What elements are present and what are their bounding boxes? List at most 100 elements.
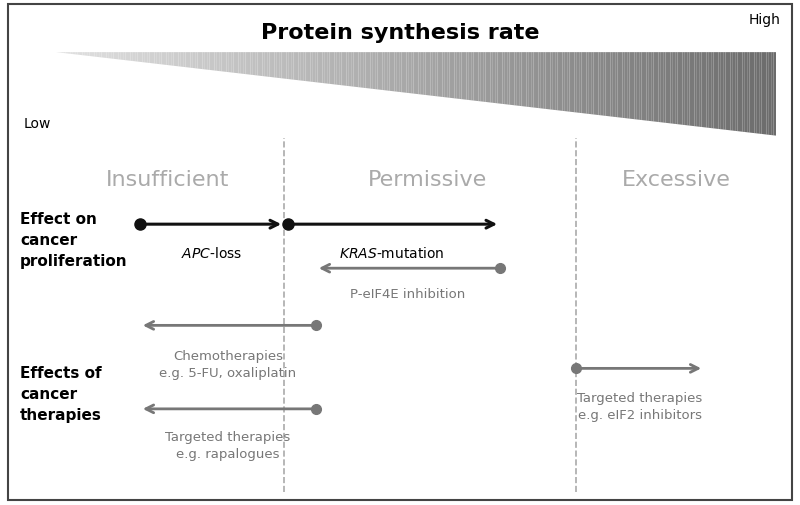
Polygon shape: [702, 53, 704, 128]
Polygon shape: [706, 53, 709, 129]
Polygon shape: [757, 53, 759, 134]
Polygon shape: [558, 53, 560, 111]
Polygon shape: [236, 53, 238, 74]
Polygon shape: [224, 53, 226, 73]
Polygon shape: [349, 53, 351, 87]
Polygon shape: [560, 53, 562, 112]
Polygon shape: [502, 53, 505, 105]
Polygon shape: [399, 53, 402, 93]
Polygon shape: [380, 53, 382, 91]
Polygon shape: [774, 53, 776, 136]
Polygon shape: [330, 53, 332, 85]
Polygon shape: [572, 53, 574, 113]
Polygon shape: [250, 53, 253, 76]
Polygon shape: [654, 53, 656, 122]
Polygon shape: [651, 53, 654, 122]
Text: Targeted therapies
e.g. eIF2 inhibitors: Targeted therapies e.g. eIF2 inhibitors: [578, 391, 702, 421]
Polygon shape: [344, 53, 346, 87]
Polygon shape: [286, 53, 289, 80]
Polygon shape: [284, 53, 286, 80]
Polygon shape: [231, 53, 234, 74]
Polygon shape: [325, 53, 327, 84]
Polygon shape: [471, 53, 474, 102]
Polygon shape: [440, 53, 442, 98]
Polygon shape: [512, 53, 514, 106]
Polygon shape: [421, 53, 423, 95]
Polygon shape: [128, 53, 130, 62]
Polygon shape: [265, 53, 267, 77]
Polygon shape: [123, 53, 126, 61]
Polygon shape: [418, 53, 421, 95]
Polygon shape: [589, 53, 591, 115]
Text: Effect on
cancer
proliferation: Effect on cancer proliferation: [20, 212, 128, 268]
Polygon shape: [726, 53, 728, 131]
Text: Insufficient: Insufficient: [106, 169, 230, 189]
Text: Effects of
cancer
therapies: Effects of cancer therapies: [20, 366, 102, 422]
Polygon shape: [490, 53, 493, 104]
Polygon shape: [505, 53, 507, 105]
Polygon shape: [392, 53, 394, 92]
Polygon shape: [219, 53, 222, 72]
Polygon shape: [63, 53, 66, 54]
Text: Excessive: Excessive: [622, 169, 730, 189]
Polygon shape: [92, 53, 94, 58]
Polygon shape: [298, 53, 301, 81]
Text: Protein synthesis rate: Protein synthesis rate: [261, 23, 539, 43]
Polygon shape: [685, 53, 687, 126]
Polygon shape: [759, 53, 762, 135]
Polygon shape: [769, 53, 771, 136]
Polygon shape: [166, 53, 169, 66]
Polygon shape: [469, 53, 471, 101]
Polygon shape: [447, 53, 450, 98]
Polygon shape: [402, 53, 404, 93]
Polygon shape: [752, 53, 754, 134]
Polygon shape: [308, 53, 310, 82]
Polygon shape: [75, 53, 78, 56]
Polygon shape: [673, 53, 675, 125]
Polygon shape: [99, 53, 102, 58]
Polygon shape: [692, 53, 694, 127]
Text: Chemotherapies
e.g. 5-FU, oxaliplatin: Chemotherapies e.g. 5-FU, oxaliplatin: [159, 349, 297, 379]
Polygon shape: [73, 53, 75, 55]
Polygon shape: [632, 53, 634, 120]
Polygon shape: [519, 53, 522, 107]
Polygon shape: [229, 53, 231, 73]
Polygon shape: [150, 53, 152, 64]
Polygon shape: [366, 53, 368, 89]
Polygon shape: [140, 53, 142, 63]
Polygon shape: [303, 53, 306, 82]
Polygon shape: [481, 53, 483, 103]
Polygon shape: [735, 53, 738, 132]
Polygon shape: [255, 53, 258, 76]
Polygon shape: [668, 53, 670, 124]
Text: Targeted therapies
e.g. rapalogues: Targeted therapies e.g. rapalogues: [166, 430, 290, 460]
Polygon shape: [598, 53, 601, 116]
Polygon shape: [164, 53, 166, 66]
Polygon shape: [730, 53, 733, 131]
Polygon shape: [733, 53, 735, 132]
Polygon shape: [214, 53, 217, 72]
Polygon shape: [579, 53, 582, 114]
Polygon shape: [634, 53, 637, 120]
Polygon shape: [61, 53, 63, 54]
Text: High: High: [748, 13, 780, 27]
Polygon shape: [493, 53, 495, 104]
Polygon shape: [272, 53, 274, 78]
Polygon shape: [334, 53, 337, 85]
Polygon shape: [524, 53, 526, 108]
Polygon shape: [646, 53, 649, 122]
Polygon shape: [147, 53, 150, 64]
Polygon shape: [354, 53, 356, 88]
Polygon shape: [594, 53, 596, 116]
Polygon shape: [474, 53, 476, 102]
Polygon shape: [574, 53, 577, 113]
Polygon shape: [342, 53, 344, 86]
Polygon shape: [368, 53, 370, 89]
Polygon shape: [313, 53, 315, 83]
Polygon shape: [66, 53, 68, 55]
Polygon shape: [332, 53, 334, 85]
Polygon shape: [291, 53, 294, 80]
Polygon shape: [406, 53, 409, 94]
Polygon shape: [464, 53, 466, 100]
Polygon shape: [385, 53, 387, 91]
